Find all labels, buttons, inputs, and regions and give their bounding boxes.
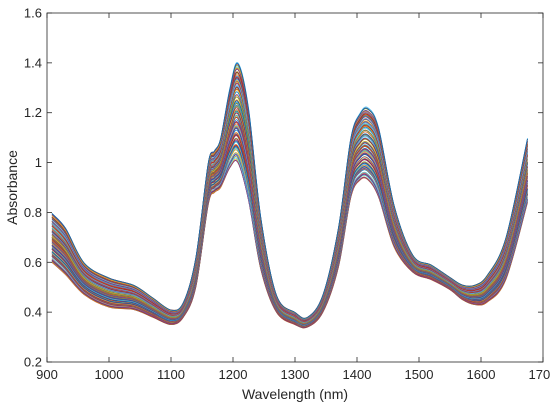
x-axis-title: Wavelength (nm) bbox=[242, 386, 348, 402]
y-tick-label: 1.6 bbox=[24, 6, 42, 21]
y-tick-label: 1.4 bbox=[24, 55, 42, 70]
y-tick-label: 1 bbox=[35, 155, 42, 170]
series-layer bbox=[51, 62, 528, 329]
y-tick-label: 0.2 bbox=[24, 355, 42, 370]
y-axis-title: Absorbance bbox=[4, 150, 20, 225]
x-tick-label: 900 bbox=[36, 367, 58, 382]
spectrum-line bbox=[51, 86, 528, 322]
x-tick-label: 1500 bbox=[405, 367, 434, 382]
y-tick-label: 0.8 bbox=[24, 205, 42, 220]
y-tick-label: 0.6 bbox=[24, 255, 42, 270]
spectrum-line bbox=[51, 78, 528, 321]
y-tick-label: 1.2 bbox=[24, 105, 42, 120]
plot-background bbox=[47, 13, 543, 362]
x-tick-label: 1100 bbox=[157, 367, 185, 382]
y-axis: 0.2 0.4 0.6 0.8 1 1.2 1.4 1.6 bbox=[24, 6, 543, 370]
x-tick-label: 1000 bbox=[95, 367, 124, 382]
spectrum-line bbox=[51, 154, 528, 328]
x-tick-label: 1200 bbox=[219, 367, 248, 382]
x-tick-label: 1400 bbox=[343, 367, 372, 382]
spectrum-line bbox=[51, 62, 528, 319]
x-tick-label: 1300 bbox=[281, 367, 310, 382]
x-tick-label: 1600 bbox=[467, 367, 496, 382]
y-tick-label: 0.4 bbox=[24, 305, 42, 320]
plot-area bbox=[46, 12, 544, 363]
